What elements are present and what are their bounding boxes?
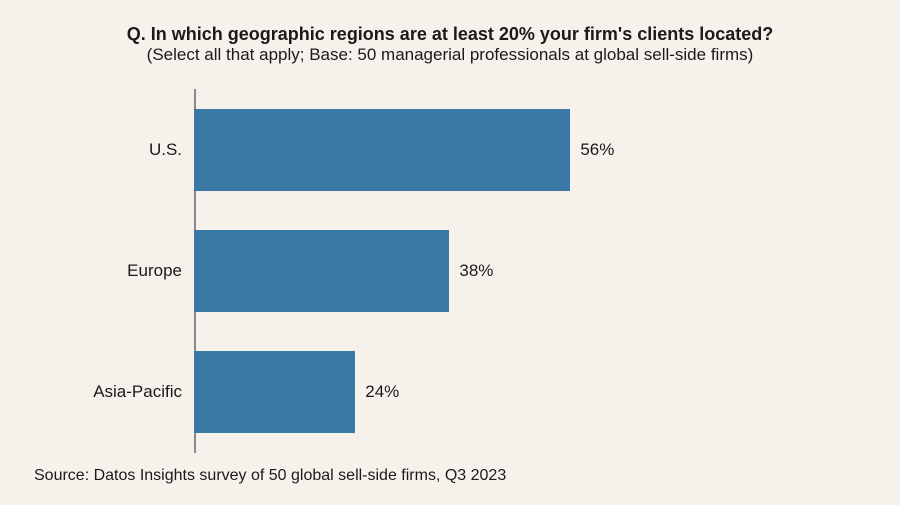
chart-subtitle: (Select all that apply; Base: 50 manager… — [34, 45, 866, 65]
chart-source-footer: Source: Datos Insights survey of 50 glob… — [34, 467, 866, 485]
plot-column: 56% 38% 24% — [194, 89, 866, 453]
chart-plot-area: U.S. Europe Asia-Pacific 56% 38% 24% — [34, 89, 866, 453]
category-label: Asia-Pacific — [34, 382, 182, 402]
bar-row: 56% — [194, 109, 866, 191]
bar-value-label: 24% — [365, 382, 399, 402]
category-label: U.S. — [34, 140, 182, 160]
bar-row: 38% — [194, 230, 866, 312]
chart-title-prefix: Q. — [127, 24, 146, 44]
bars-container: 56% 38% 24% — [194, 89, 866, 453]
bar — [194, 109, 570, 191]
bar-row: 24% — [194, 351, 866, 433]
chart-title-line: Q. In which geographic regions are at le… — [34, 24, 866, 45]
category-label: Europe — [34, 261, 182, 281]
category-labels-column: U.S. Europe Asia-Pacific — [34, 89, 194, 453]
bar-value-label: 56% — [580, 140, 614, 160]
bar — [194, 351, 355, 433]
chart-page: Q. In which geographic regions are at le… — [0, 0, 900, 505]
bar — [194, 230, 449, 312]
bar-value-label: 38% — [459, 261, 493, 281]
chart-header: Q. In which geographic regions are at le… — [34, 24, 866, 65]
chart-title: In which geographic regions are at least… — [151, 24, 773, 44]
